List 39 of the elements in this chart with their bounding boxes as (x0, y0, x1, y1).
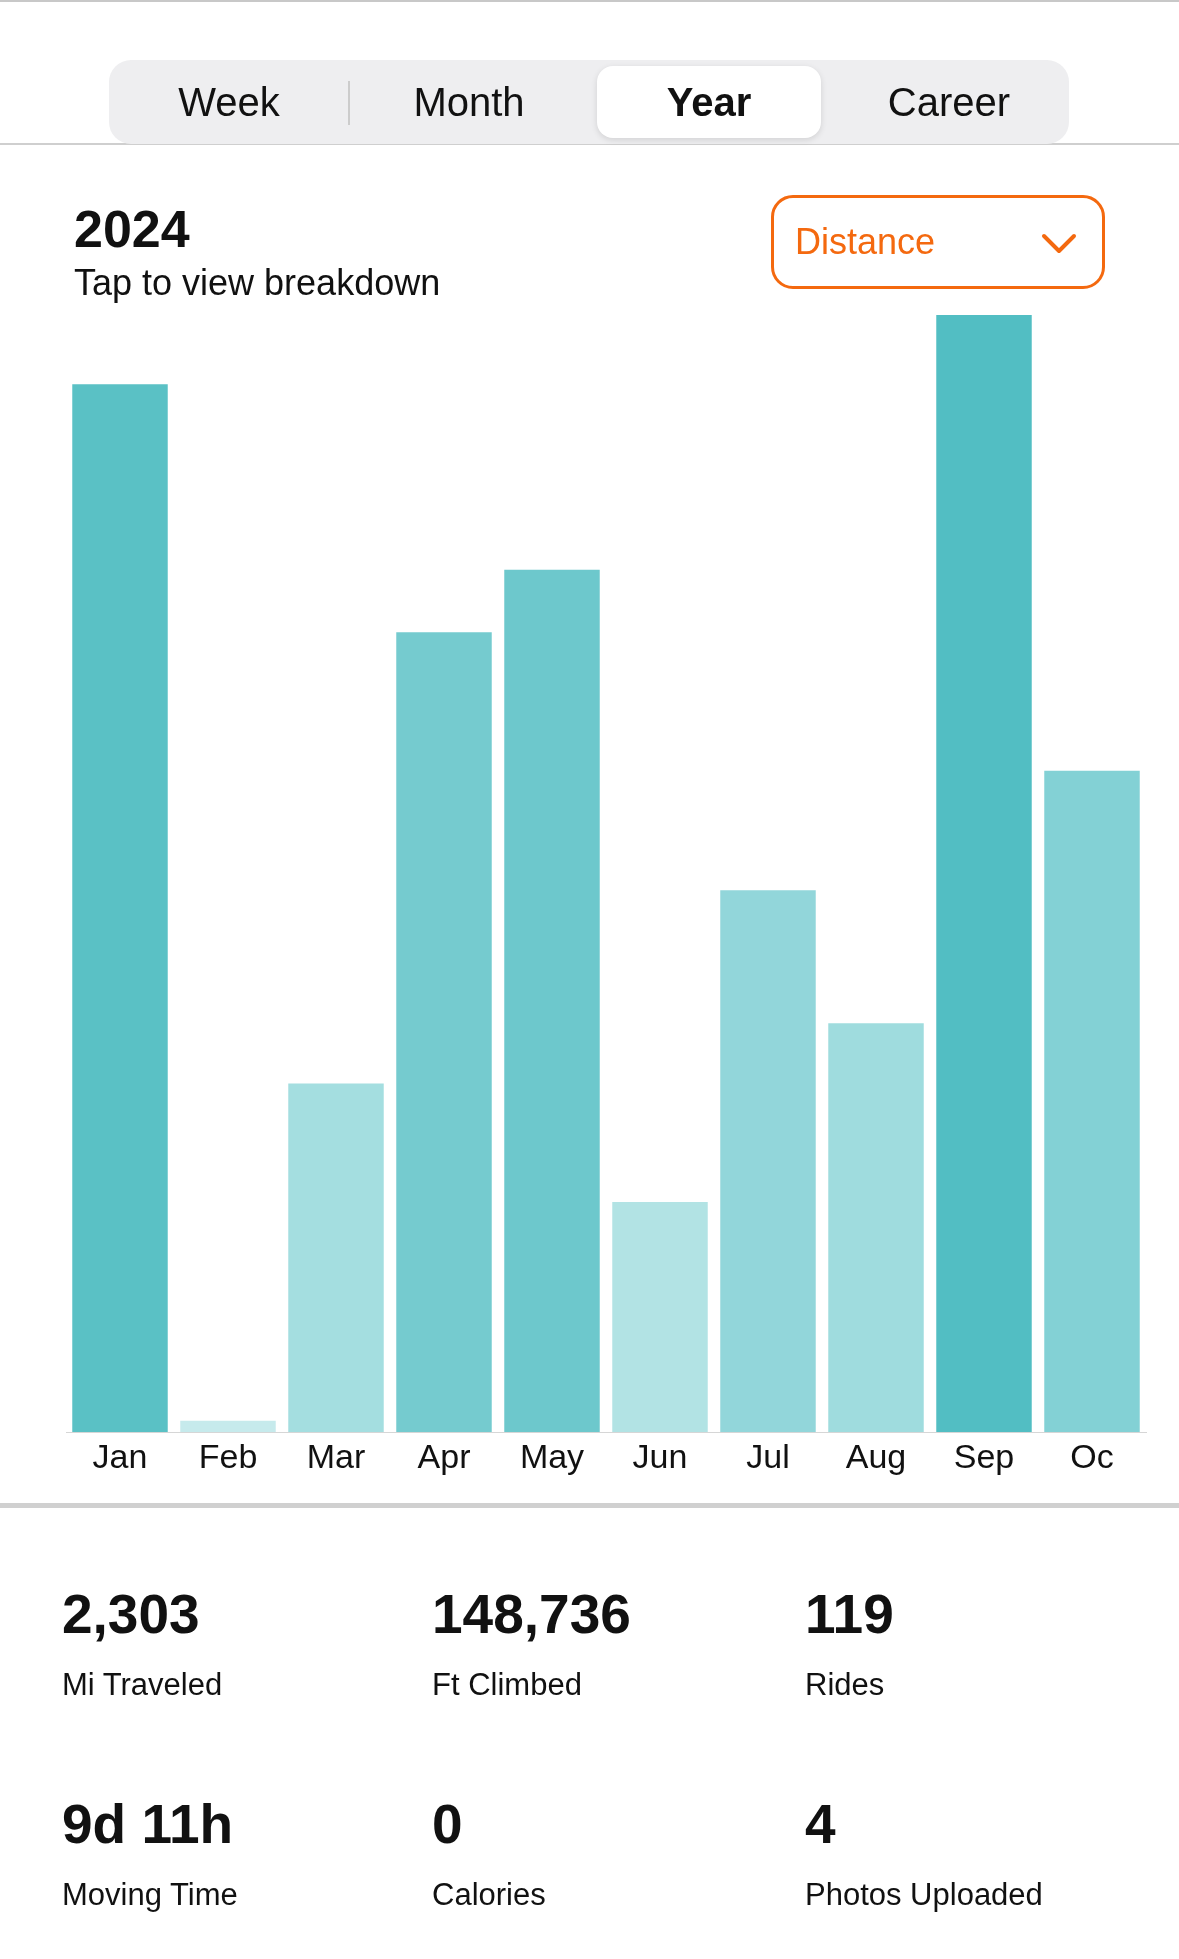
x-tick-label: Apr (417, 1436, 471, 1475)
bar (1044, 770, 1140, 1432)
bar (396, 632, 492, 1432)
x-tick-label: Mar (306, 1436, 366, 1475)
segmented-control[interactable]: Week Month Year Career (109, 60, 1069, 144)
x-tick-label: Aug (845, 1436, 907, 1475)
tab-button[interactable]: Career (837, 66, 1061, 138)
text: Calories (432, 1877, 546, 1913)
text: Rides (805, 1667, 885, 1703)
text: Ft Climbed (432, 1667, 582, 1703)
x-tick-label: Feb (198, 1436, 258, 1475)
bar (612, 1201, 708, 1432)
x-tick-label: Jul (746, 1436, 790, 1475)
x-tick-label: Jan (92, 1436, 148, 1475)
text: 148,736 (432, 1582, 631, 1646)
x-tick-label: Sep (953, 1436, 1015, 1475)
text: Moving Time (62, 1877, 238, 1913)
bar (720, 890, 816, 1432)
chart-subtitle: Tap to view breakdown (74, 262, 441, 304)
x-tick-label: Jun (632, 1436, 688, 1475)
text: 9d 11h (62, 1792, 234, 1856)
selected-tab[interactable]: Year (597, 66, 821, 138)
bar (936, 315, 1032, 1432)
x-tick-label: May (519, 1436, 585, 1475)
tab-button[interactable]: Week (117, 66, 341, 138)
bar (828, 1023, 924, 1432)
text: 4 (805, 1792, 836, 1856)
bar (72, 384, 168, 1432)
bar (504, 569, 600, 1432)
text: 2,303 (62, 1582, 200, 1646)
x-tick-label: Oc (1070, 1436, 1114, 1475)
text: 0 (432, 1792, 463, 1856)
bar (288, 1083, 384, 1432)
tab-button[interactable]: Month (357, 66, 581, 138)
chart-title: 2024 (74, 199, 190, 259)
text: Photos Uploaded (805, 1877, 1043, 1913)
text: 119 (805, 1582, 894, 1646)
text: Mi Traveled (62, 1667, 223, 1703)
bar (180, 1420, 276, 1432)
